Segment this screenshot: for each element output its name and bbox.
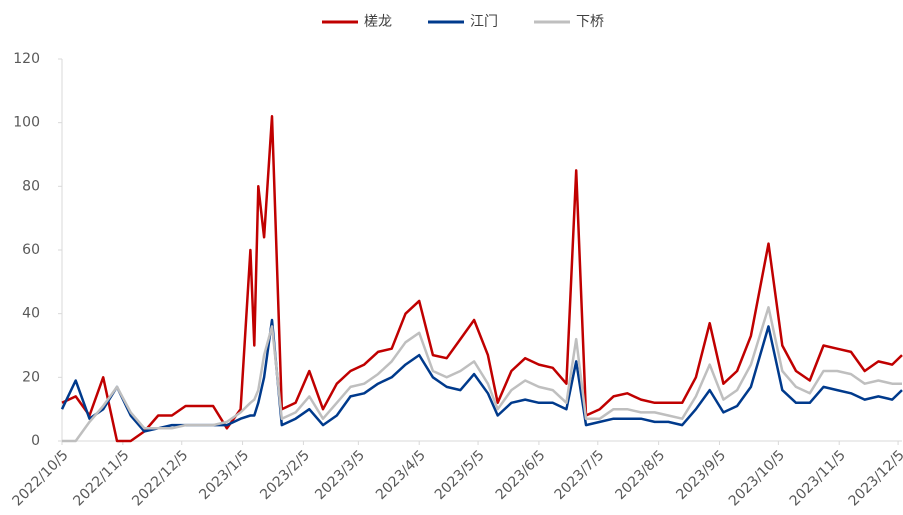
y-tick-label: 120	[13, 51, 40, 67]
x-tick-label: 2023/12/5	[846, 447, 903, 509]
x-tick-label: 2023/1/5	[196, 447, 252, 503]
y-tick-label: 20	[22, 369, 40, 385]
x-tick-label: 2023/10/5	[726, 447, 788, 509]
x-tick-label: 2022/11/5	[70, 447, 132, 509]
legend-label: 下桥	[576, 14, 604, 30]
y-tick-label: 0	[31, 433, 40, 449]
x-tick-label: 2023/3/5	[312, 447, 368, 503]
x-tick-label: 2023/4/5	[373, 447, 429, 503]
x-tick-label: 2023/7/5	[552, 447, 608, 503]
x-tick-label: 2023/8/5	[613, 447, 669, 503]
y-tick-label: 40	[22, 306, 40, 322]
x-tick-label: 2023/2/5	[257, 447, 313, 503]
x-tick-label: 2023/11/5	[787, 447, 849, 509]
y-tick-label: 100	[13, 115, 40, 131]
y-tick-label: 60	[22, 242, 40, 258]
x-tick-label: 2023/6/5	[493, 447, 549, 503]
legend-label: 江门	[470, 14, 498, 30]
x-tick-label: 2022/12/5	[129, 447, 191, 509]
series-line	[61, 115, 903, 443]
x-tick-label: 2023/9/5	[673, 447, 729, 503]
legend-label: 槎龙	[364, 14, 392, 30]
x-tick-label: 2022/10/5	[10, 447, 72, 509]
series-line	[62, 306, 902, 443]
x-tick-label: 2023/5/5	[432, 447, 488, 503]
y-tick-label: 80	[22, 178, 40, 194]
